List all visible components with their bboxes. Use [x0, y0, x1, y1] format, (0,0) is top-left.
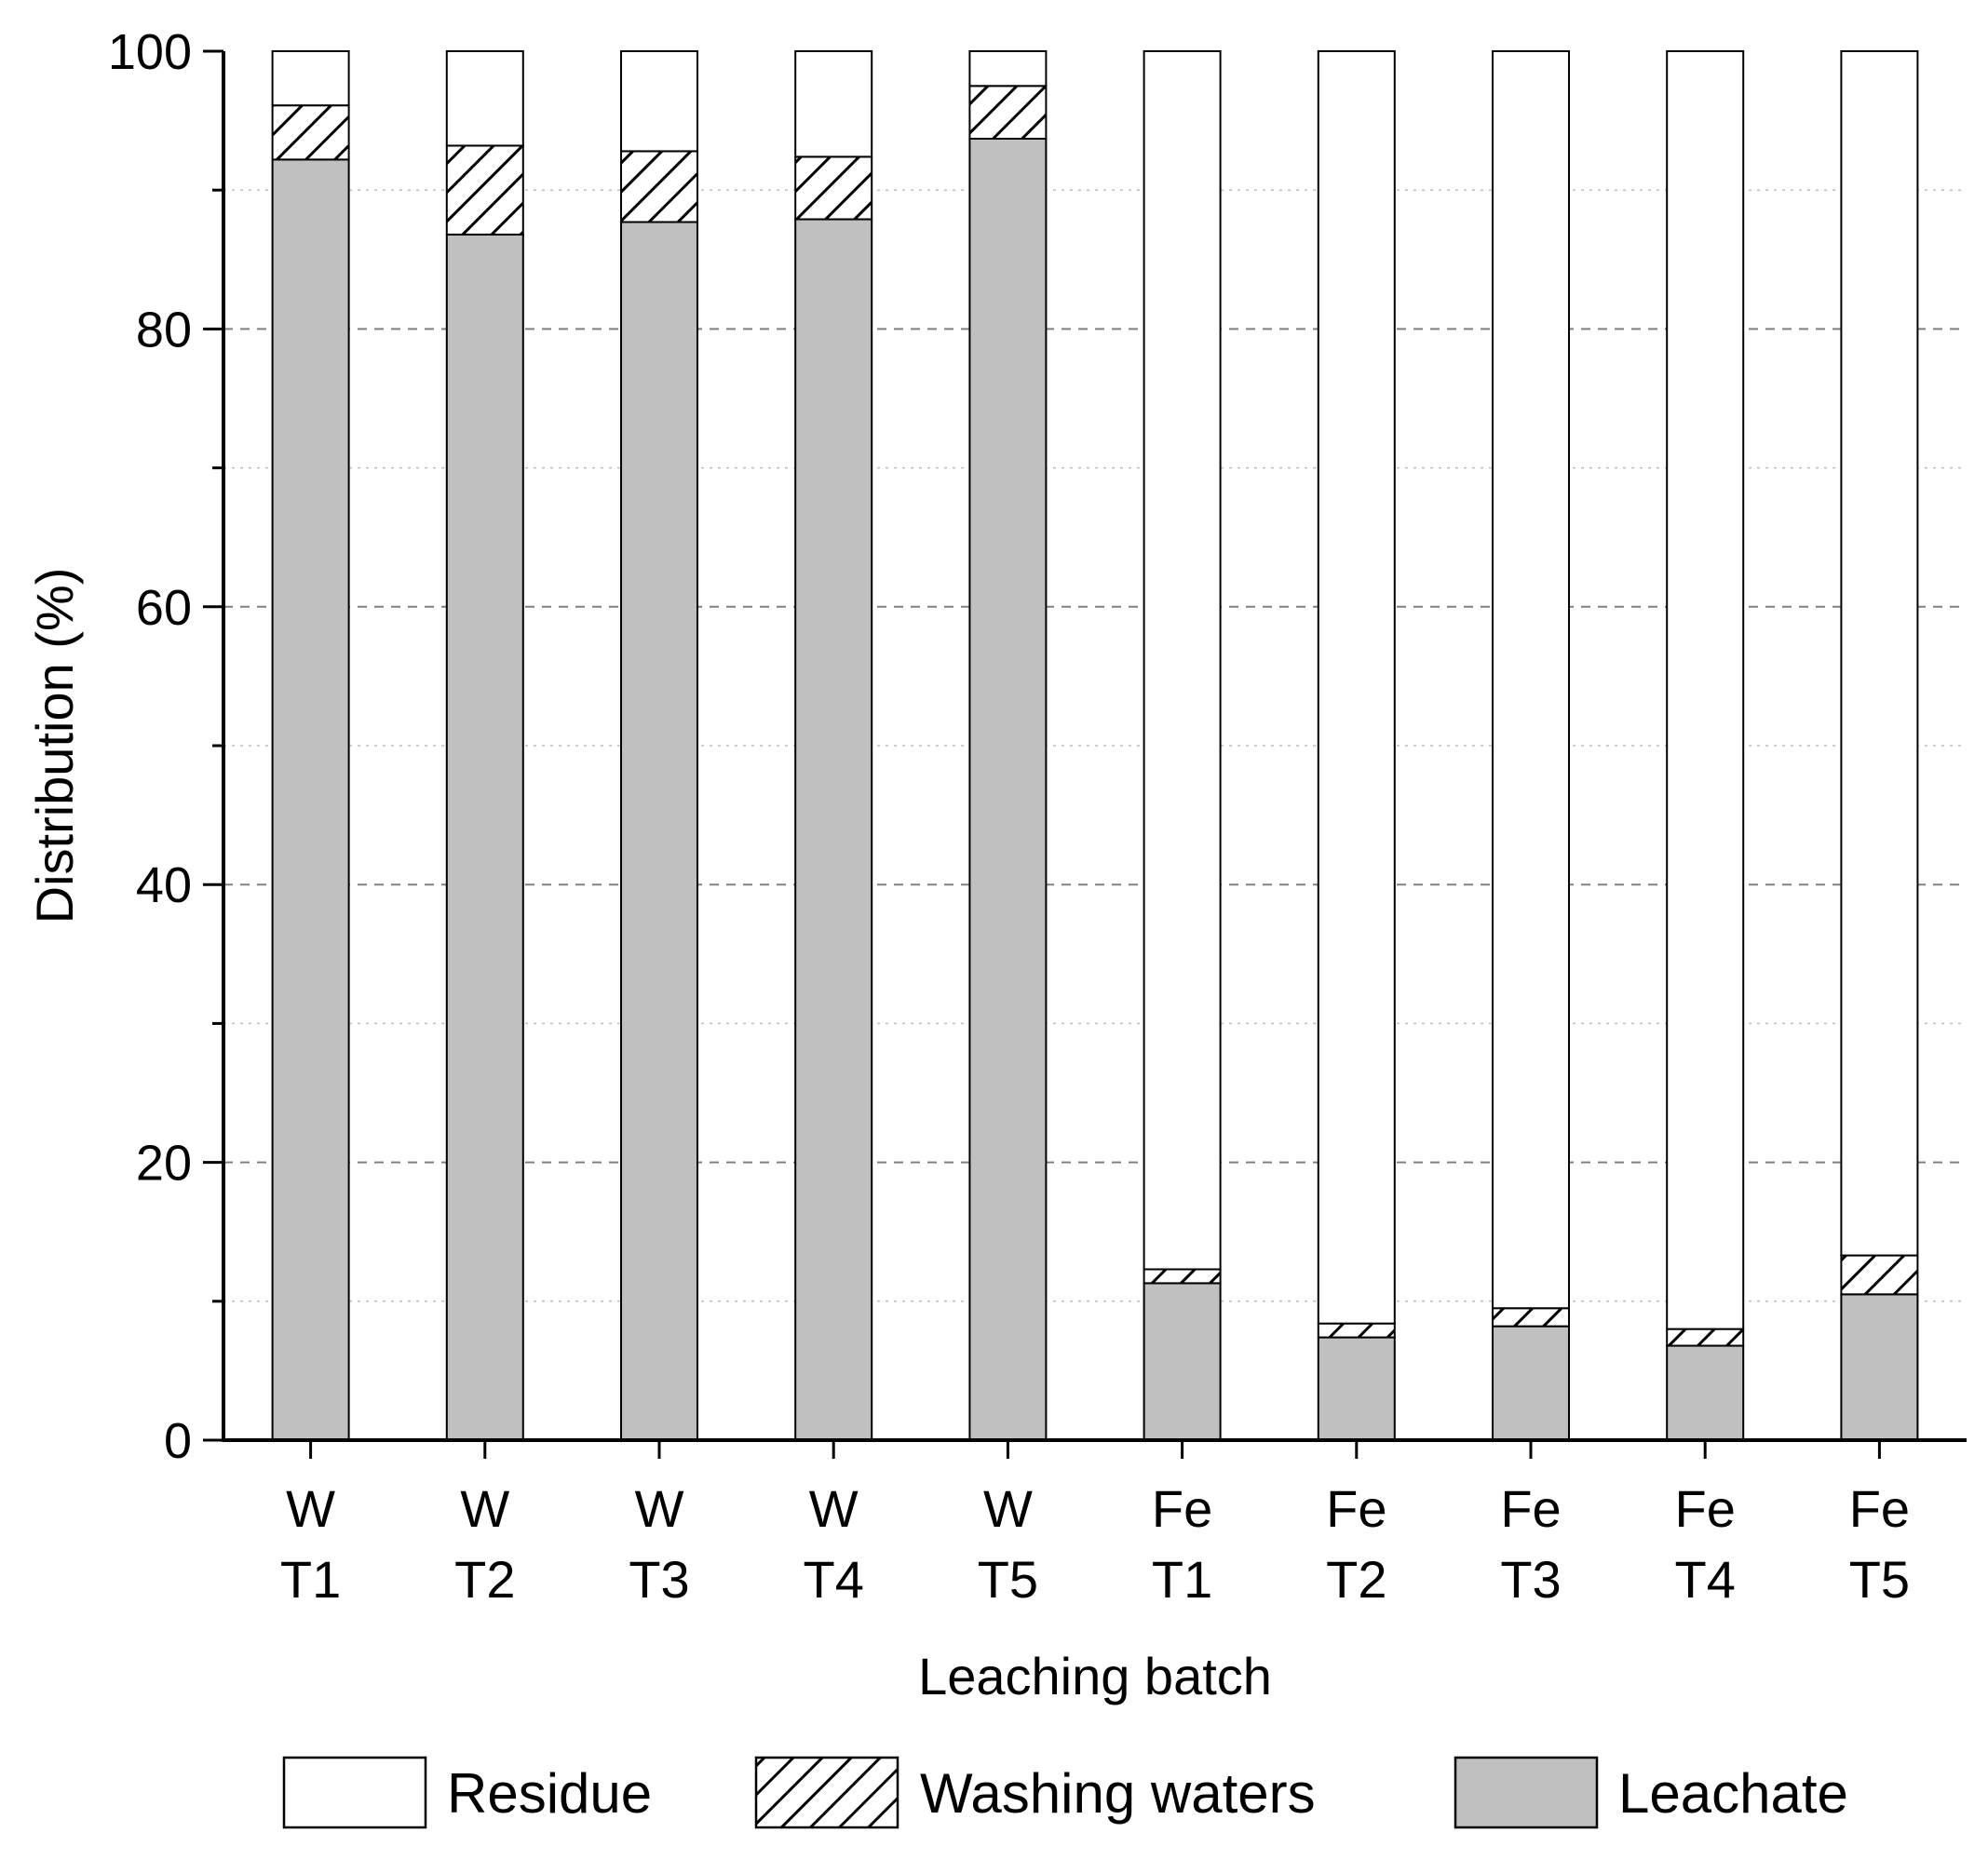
x-tick-label: Fe	[1152, 1479, 1212, 1538]
bar-segment-washing-waters	[794, 155, 873, 221]
y-tick-label: 20	[136, 1136, 192, 1192]
x-tick-label: Fe	[1500, 1479, 1561, 1538]
x-tick-label: T2	[454, 1550, 515, 1609]
x-tick-label: T1	[1152, 1550, 1212, 1609]
bar-segment-residue	[794, 50, 873, 158]
bar-segment-leachate	[1492, 1325, 1570, 1442]
bar-segment-washing-waters	[620, 150, 698, 223]
x-tick-label: W	[635, 1479, 684, 1538]
bar-segment-residue	[620, 50, 698, 153]
bar-segment-residue	[1317, 50, 1396, 1325]
bar-segment-washing-waters	[271, 104, 350, 161]
legend-swatch	[1454, 1756, 1599, 1829]
y-tick-label: 60	[136, 580, 192, 636]
axis-labels: Distribution (%) Leaching batch	[25, 568, 1272, 1705]
x-tick-label: T2	[1326, 1550, 1386, 1609]
y-axis-label: Distribution (%)	[25, 568, 84, 924]
legend-label: Leachate	[1618, 1762, 1848, 1825]
bar-segment-washing-waters	[1492, 1307, 1570, 1328]
bar-segment-leachate	[1840, 1293, 1919, 1441]
x-tick-label: T1	[280, 1550, 341, 1609]
bar-segment-washing-waters	[1840, 1254, 1919, 1296]
x-tick-label: W	[286, 1479, 335, 1538]
x-tick-label: Fe	[1326, 1479, 1386, 1538]
bar-segment-residue	[1666, 50, 1745, 1330]
x-tick-label: T3	[1500, 1550, 1561, 1609]
x-tick-label: W	[460, 1479, 509, 1538]
x-tick-label: T4	[1675, 1550, 1736, 1609]
bar-segment-washing-waters	[968, 85, 1048, 140]
x-axis-label: Leaching batch	[918, 1647, 1272, 1705]
x-tick-label: Fe	[1849, 1479, 1910, 1538]
legend-swatch	[754, 1756, 899, 1829]
y-tick-label: 0	[164, 1413, 192, 1469]
y-tick-label: 100	[108, 24, 192, 80]
bar-segment-leachate	[968, 137, 1048, 1442]
bars	[271, 50, 1919, 1442]
x-tick-label: W	[983, 1479, 1033, 1538]
bar-segment-leachate	[620, 221, 698, 1442]
x-tick-label: T4	[804, 1550, 864, 1609]
bar-segment-residue	[1143, 50, 1222, 1271]
bar-segment-residue	[271, 50, 350, 107]
bar-segment-washing-waters	[445, 144, 524, 236]
bar-segment-leachate	[1666, 1344, 1745, 1441]
legend: Residue Washing waters Leachate	[282, 1756, 1848, 1829]
bar-segment-leachate	[445, 233, 524, 1442]
legend-label: Washing waters	[920, 1762, 1316, 1825]
bar-segment-residue	[1492, 50, 1570, 1310]
bar-segment-leachate	[1143, 1282, 1222, 1442]
bar-segment-leachate	[1317, 1336, 1396, 1442]
bar-segment-residue	[445, 50, 524, 147]
bar-segment-residue	[1840, 50, 1919, 1257]
bar-segment-washing-waters	[1317, 1322, 1396, 1339]
x-tick-label: T5	[978, 1550, 1038, 1609]
x-tick-label: T5	[1849, 1550, 1910, 1609]
bar-segment-washing-waters	[1666, 1328, 1745, 1347]
legend-swatch	[282, 1756, 427, 1829]
legend-label: Residue	[447, 1762, 652, 1825]
axes: 0 20 40 60 80 100 W T1 W T2 W T3 W T4 W T5 Fe T1 Fe T2 Fe T3 F…	[108, 24, 1967, 1609]
bar-segment-washing-waters	[1143, 1268, 1222, 1285]
bar-segment-leachate	[271, 158, 350, 1442]
bar-segment-leachate	[794, 218, 873, 1442]
y-tick-label: 40	[136, 857, 192, 913]
y-tick-label: 80	[136, 302, 192, 357]
bar-segment-residue	[968, 50, 1048, 88]
x-tick-label: Fe	[1675, 1479, 1736, 1538]
x-tick-label: T3	[629, 1550, 689, 1609]
x-tick-label: W	[809, 1479, 859, 1538]
